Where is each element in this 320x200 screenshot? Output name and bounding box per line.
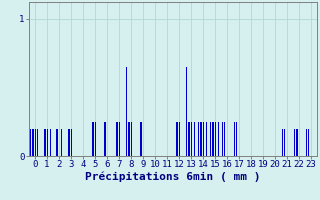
Bar bbox=[206, 122, 207, 156]
Bar bbox=[194, 122, 195, 156]
Bar bbox=[224, 122, 225, 156]
Bar bbox=[200, 122, 201, 156]
Bar bbox=[33, 129, 34, 156]
Bar bbox=[50, 129, 51, 156]
Bar bbox=[141, 122, 142, 156]
Bar bbox=[95, 122, 96, 156]
Bar bbox=[213, 122, 214, 156]
Bar bbox=[186, 67, 187, 156]
Bar bbox=[30, 129, 31, 156]
Bar bbox=[191, 122, 192, 156]
X-axis label: Précipitations 6min ( mm ): Précipitations 6min ( mm ) bbox=[85, 172, 260, 182]
Bar bbox=[282, 129, 283, 156]
Bar bbox=[297, 129, 298, 156]
Bar bbox=[129, 122, 130, 156]
Bar bbox=[294, 129, 295, 156]
Bar bbox=[56, 129, 57, 156]
Bar bbox=[57, 129, 58, 156]
Bar bbox=[32, 129, 33, 156]
Bar bbox=[93, 122, 94, 156]
Bar bbox=[201, 122, 202, 156]
Bar bbox=[119, 122, 120, 156]
Bar bbox=[222, 122, 223, 156]
Bar bbox=[177, 122, 178, 156]
Bar bbox=[104, 122, 105, 156]
Bar bbox=[61, 129, 62, 156]
Bar bbox=[105, 122, 106, 156]
Bar bbox=[296, 129, 297, 156]
Bar bbox=[176, 122, 177, 156]
Bar bbox=[198, 122, 199, 156]
Bar bbox=[210, 122, 211, 156]
Bar bbox=[71, 129, 72, 156]
Bar bbox=[126, 67, 127, 156]
Bar bbox=[215, 122, 216, 156]
Bar bbox=[234, 122, 235, 156]
Bar bbox=[218, 122, 219, 156]
Bar bbox=[47, 129, 48, 156]
Bar bbox=[117, 122, 118, 156]
Bar bbox=[189, 122, 190, 156]
Bar bbox=[128, 122, 129, 156]
Bar bbox=[306, 129, 307, 156]
Bar bbox=[45, 129, 46, 156]
Bar bbox=[37, 129, 38, 156]
Bar bbox=[69, 129, 70, 156]
